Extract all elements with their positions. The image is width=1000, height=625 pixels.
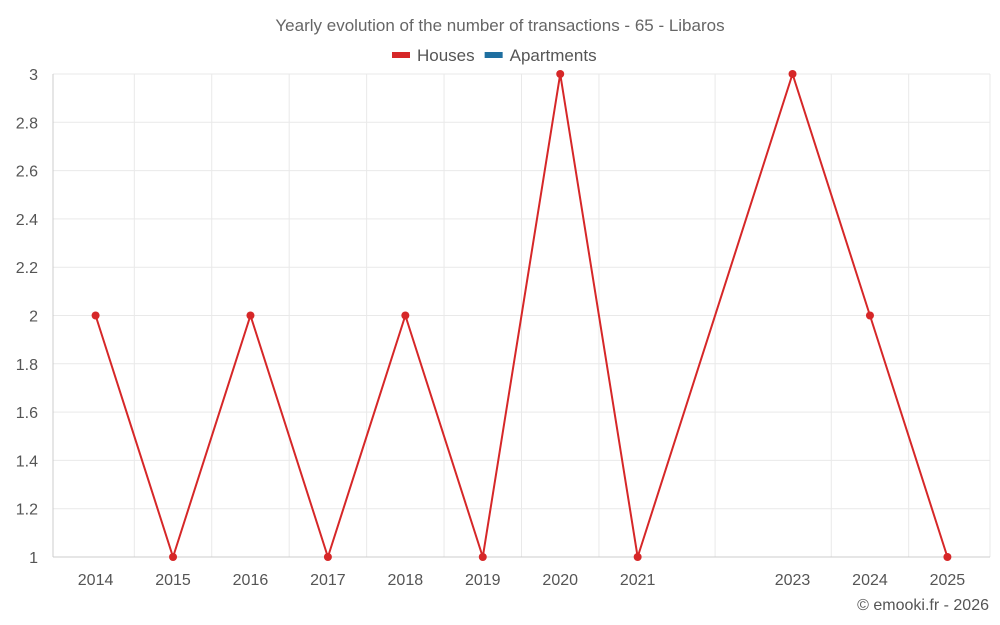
y-tick-label: 2.4 — [16, 212, 38, 229]
y-tick-label: 3 — [29, 67, 38, 84]
x-tick-label: 2025 — [930, 572, 966, 589]
x-tick-label: 2023 — [775, 572, 811, 589]
y-tick-label: 1.6 — [16, 405, 38, 422]
series-layer — [91, 70, 952, 561]
y-tick-label: 1.4 — [16, 453, 38, 470]
legend-item-apartments[interactable]: Apartments — [484, 46, 597, 65]
y-tick-label: 2.6 — [16, 164, 38, 181]
x-tick-label: 2021 — [620, 572, 656, 589]
x-tick-label: 2020 — [542, 572, 578, 589]
x-tick-label: 2024 — [852, 572, 888, 589]
x-tick-label: 2015 — [155, 572, 191, 589]
y-tick-label: 2.2 — [16, 260, 38, 277]
credit-text: © emooki.fr - 2026 — [857, 597, 989, 614]
legend-label: Apartments — [510, 46, 597, 65]
x-tick-label: 2014 — [78, 572, 114, 589]
chart-title: Yearly evolution of the number of transa… — [275, 16, 724, 35]
x-tick-label: 2018 — [388, 572, 424, 589]
data-point[interactable] — [943, 553, 952, 561]
x-tick-label: 2019 — [465, 572, 501, 589]
data-point[interactable] — [169, 553, 178, 561]
y-tick-label: 2.8 — [16, 115, 38, 132]
data-point[interactable] — [323, 553, 332, 561]
y-tick-label: 2 — [29, 309, 38, 326]
y-tick-label: 1.8 — [16, 357, 38, 374]
x-tick-label: 2017 — [310, 572, 346, 589]
data-point[interactable] — [91, 311, 100, 320]
data-point[interactable] — [401, 311, 410, 320]
axes: 1 1.2 1.4 1.6 1.8 2 2.2 2.4 2.6 2.8 3 2014 2015 2016 2… — [16, 67, 990, 589]
data-point[interactable] — [246, 311, 255, 320]
legend-item-houses[interactable]: Houses — [392, 46, 475, 65]
legend-swatch — [392, 52, 410, 58]
data-point[interactable] — [788, 70, 797, 78]
legend-label: Houses — [417, 46, 475, 65]
legend: Houses Apartments — [392, 46, 597, 65]
data-point[interactable] — [556, 70, 565, 78]
y-tick-label: 1.2 — [16, 502, 38, 519]
data-point[interactable] — [478, 553, 487, 561]
y-tick-label: 1 — [29, 550, 38, 567]
x-tick-label: 2016 — [233, 572, 269, 589]
legend-swatch — [484, 52, 503, 58]
data-point[interactable] — [633, 553, 642, 561]
data-point[interactable] — [865, 311, 874, 320]
